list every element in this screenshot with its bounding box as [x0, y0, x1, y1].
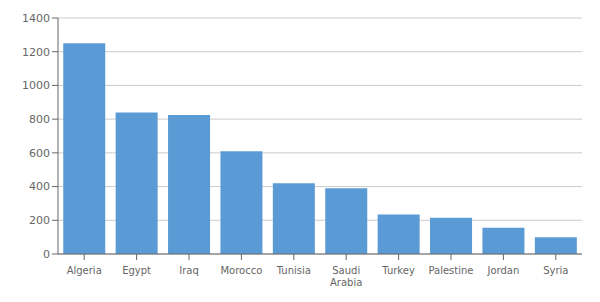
- svg-text:SaudiArabia: SaudiArabia: [330, 265, 362, 288]
- svg-text:Morocco: Morocco: [220, 265, 262, 276]
- svg-text:Tunisia: Tunisia: [276, 265, 311, 276]
- svg-text:Palestine: Palestine: [428, 265, 473, 276]
- svg-text:600: 600: [29, 147, 50, 160]
- svg-text:1400: 1400: [22, 12, 50, 25]
- svg-text:Egypt: Egypt: [122, 265, 151, 276]
- svg-text:0: 0: [43, 248, 50, 261]
- svg-text:200: 200: [29, 214, 50, 227]
- svg-text:Iraq: Iraq: [179, 265, 199, 276]
- svg-text:Algeria: Algeria: [67, 265, 102, 276]
- svg-text:Jordan: Jordan: [486, 265, 519, 276]
- svg-text:Syria: Syria: [543, 265, 568, 276]
- svg-text:800: 800: [29, 113, 50, 126]
- svg-text:Turkey: Turkey: [381, 265, 415, 276]
- svg-text:400: 400: [29, 180, 50, 193]
- svg-text:1000: 1000: [22, 79, 50, 92]
- svg-text:1200: 1200: [22, 46, 50, 59]
